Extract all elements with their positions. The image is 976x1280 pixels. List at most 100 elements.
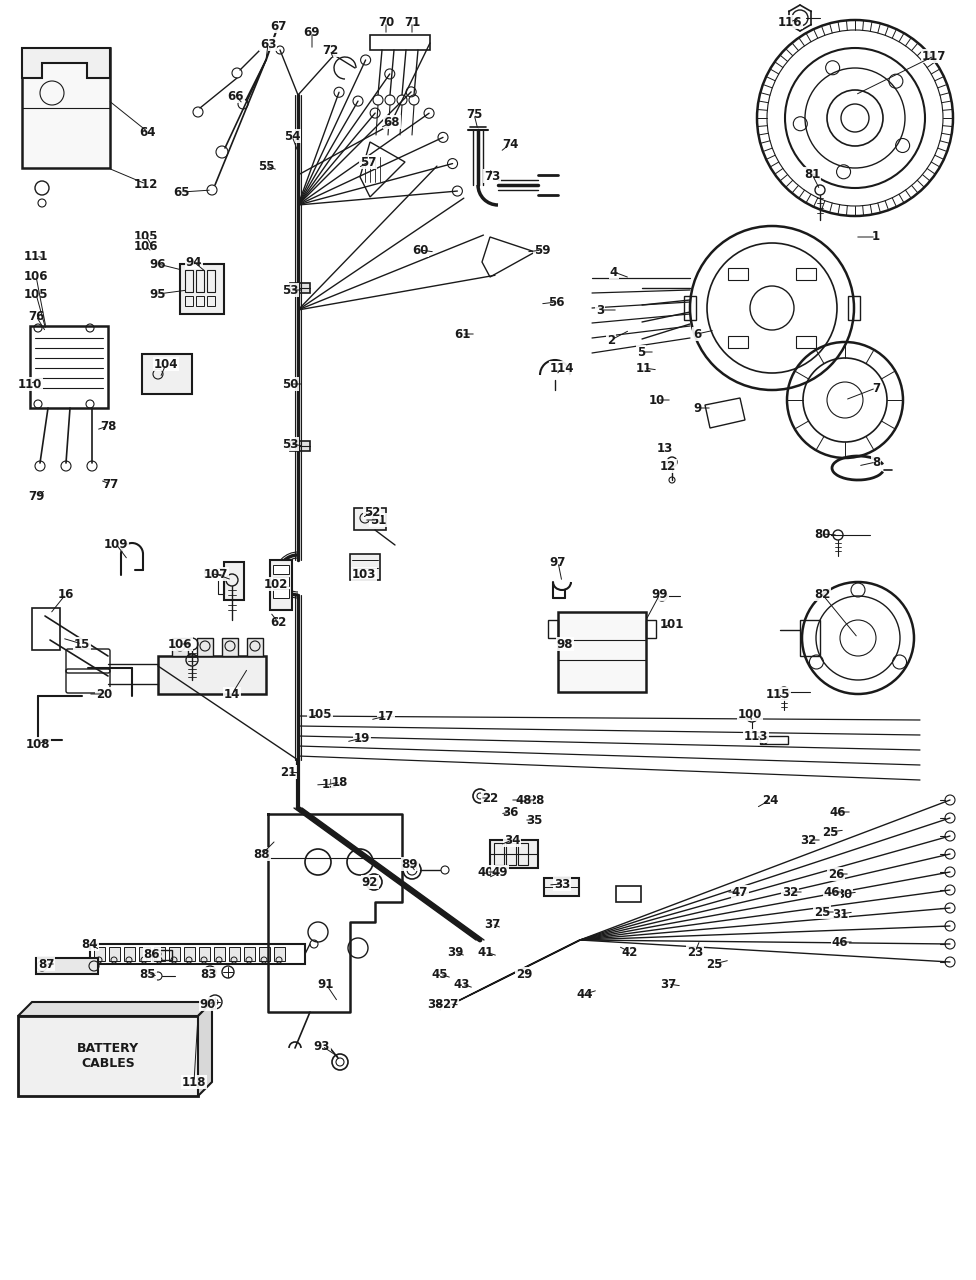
Bar [848,296,860,320]
Text: 82: 82 [814,588,831,600]
Text: 100: 100 [738,708,762,721]
Text: 7: 7 [872,381,880,394]
Bar [169,947,180,961]
Text: 71: 71 [404,15,420,28]
Text: 91: 91 [318,978,334,991]
Text: 47: 47 [732,886,749,899]
Text: 53: 53 [282,438,299,451]
Text: 20: 20 [96,687,112,700]
Bar [199,947,210,961]
Text: 94: 94 [185,256,202,269]
Text: 114: 114 [549,361,574,375]
Text: 111: 111 [23,250,48,262]
Text: 46: 46 [832,936,848,948]
Bar [18,1016,198,1096]
Text: 87: 87 [38,957,55,970]
Text: BATTERY
CABLES: BATTERY CABLES [77,1042,139,1070]
Bar [760,736,788,744]
Bar [207,270,215,292]
Bar [259,947,270,961]
Text: 18: 18 [332,776,348,788]
Text: 25: 25 [706,957,722,970]
Bar [800,620,820,655]
Text: 57: 57 [360,155,376,169]
Text: 74: 74 [502,137,518,151]
Text: 34: 34 [504,833,520,846]
Text: 89: 89 [402,858,419,870]
Text: 29: 29 [515,968,532,980]
Text: 44: 44 [577,987,593,1001]
Text: 15: 15 [74,637,90,650]
Text: 72: 72 [322,44,338,56]
Text: 25: 25 [814,905,831,919]
Text: 45: 45 [431,968,448,980]
Bar [684,296,696,320]
Bar [354,508,386,530]
Bar [247,637,263,655]
Bar [22,47,110,168]
Bar [518,844,528,865]
Text: 60: 60 [412,243,428,256]
Bar [646,620,656,637]
Bar [273,564,289,573]
Bar [197,637,213,655]
Bar [142,355,192,394]
Text: 107: 107 [204,567,228,581]
Text: 48: 48 [515,794,532,806]
Text: 59: 59 [534,243,550,256]
Text: 78: 78 [100,420,116,433]
Bar [728,268,748,280]
Text: 39: 39 [447,946,464,959]
Text: 12: 12 [660,460,676,472]
Bar [196,270,204,292]
Text: 26: 26 [828,868,844,881]
Text: 70: 70 [378,15,394,28]
Text: 25: 25 [822,826,838,838]
Text: 115: 115 [766,687,791,700]
Bar [218,568,224,594]
Bar [180,264,224,314]
Bar [30,326,108,408]
Bar [36,957,98,974]
Text: 8: 8 [872,456,880,468]
Text: 17: 17 [378,709,394,722]
Text: 93: 93 [314,1039,330,1052]
Text: 68: 68 [384,115,400,128]
Text: 105: 105 [23,288,48,301]
Text: 75: 75 [466,108,482,120]
Text: 86: 86 [143,947,160,960]
Text: 92: 92 [362,876,378,888]
Text: 117: 117 [921,50,946,63]
Text: 32: 32 [800,833,816,846]
Bar [207,296,215,306]
Text: 16: 16 [58,588,74,600]
Text: 105: 105 [307,708,332,721]
Bar [185,296,193,306]
Text: 105: 105 [134,229,158,242]
Text: 21: 21 [280,765,296,778]
Text: 3: 3 [596,303,604,316]
Text: 58: 58 [202,567,219,581]
Text: 97: 97 [549,556,566,568]
Bar [290,283,310,293]
Text: 66: 66 [227,90,244,102]
Bar [290,442,310,451]
Bar [544,878,579,896]
Text: 106: 106 [23,270,48,283]
Text: 102: 102 [264,577,288,590]
Bar [616,886,641,902]
Bar [94,947,105,961]
Polygon shape [22,47,110,78]
Bar [222,637,238,655]
Bar [224,562,244,600]
Text: 22: 22 [482,791,498,805]
Polygon shape [18,1002,212,1016]
Text: 109: 109 [103,538,128,550]
Text: 19: 19 [354,731,370,745]
Bar [370,35,430,50]
Text: 37: 37 [484,918,500,931]
Bar [229,947,240,961]
Text: 98: 98 [556,637,573,650]
Text: 49: 49 [492,865,508,878]
Polygon shape [198,1002,212,1096]
